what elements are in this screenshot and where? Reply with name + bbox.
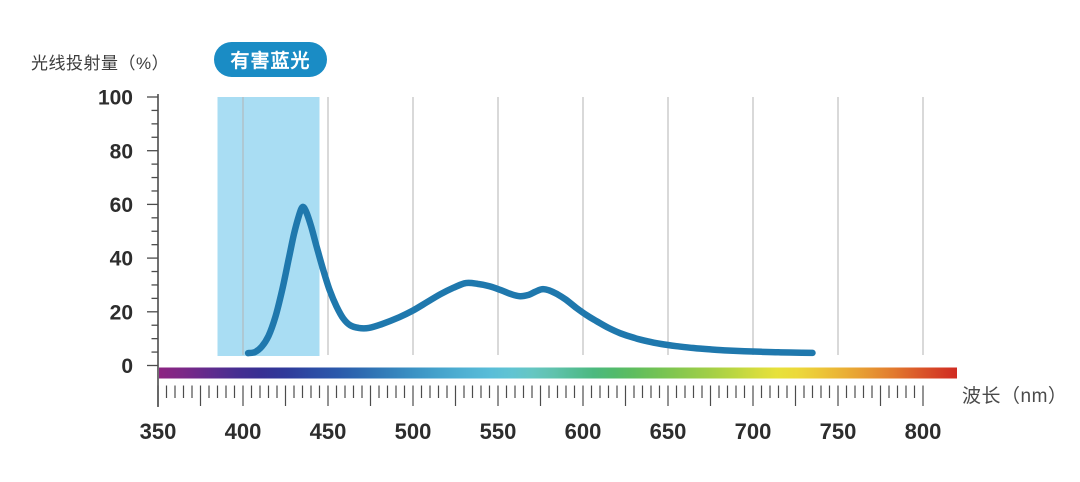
- y-tick-label: 100: [98, 87, 133, 110]
- spectrum-gradient-bar: [159, 367, 957, 379]
- x-tick-label: 650: [650, 419, 687, 444]
- x-tick-label: 350: [140, 419, 177, 444]
- x-tick-label: 500: [395, 419, 432, 444]
- harmful-blue-band: [217, 97, 320, 356]
- x-tick-label: 450: [310, 419, 347, 444]
- y-tick-label: 20: [110, 301, 133, 324]
- x-tick-label: 550: [480, 419, 517, 444]
- badge-label: 有害蓝光: [230, 51, 311, 72]
- x-tick-label: 600: [565, 419, 602, 444]
- y-tick-label: 0: [121, 355, 133, 378]
- y-tick-label: 80: [110, 140, 133, 163]
- x-tick-label: 400: [225, 419, 262, 444]
- y-tick-label: 40: [110, 248, 133, 271]
- x-tick-label: 750: [820, 419, 857, 444]
- y-axis-title: 光线投射量（%）: [31, 54, 170, 73]
- harmful-blue-light-badge: 有害蓝光: [214, 42, 327, 77]
- x-axis-title: 波长（nm）: [962, 386, 1068, 407]
- y-tick-label: 60: [110, 194, 133, 217]
- x-tick-label: 700: [735, 419, 772, 444]
- spectrum-curve: [244, 203, 816, 357]
- x-tick-label: 800: [905, 419, 942, 444]
